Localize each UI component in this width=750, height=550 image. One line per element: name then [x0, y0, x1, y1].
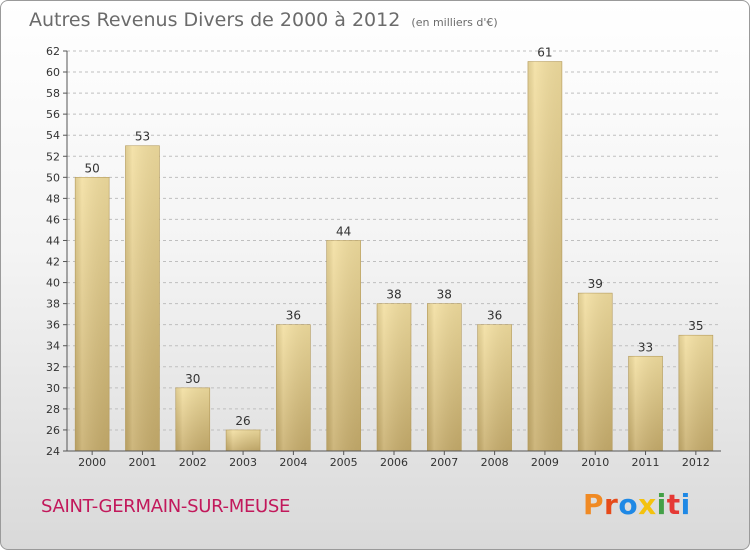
y-tick-label: 32 — [46, 361, 60, 374]
value-label-2007: 38 — [437, 288, 452, 302]
y-tick-label: 44 — [46, 234, 60, 247]
x-tick-label-2006: 2006 — [380, 456, 408, 469]
value-label-2003: 26 — [235, 414, 250, 428]
y-tick-label: 52 — [46, 150, 60, 163]
y-tick-label: 56 — [46, 108, 60, 121]
bar-shade-2002 — [175, 387, 210, 451]
y-tick-label: 48 — [46, 192, 60, 205]
logo-letter: o — [618, 488, 639, 521]
bar-shade-2001 — [125, 145, 160, 451]
value-label-2001: 53 — [135, 130, 150, 144]
bar-shade-2008 — [477, 324, 512, 451]
bar-shade-2006 — [377, 303, 411, 451]
value-label-2006: 38 — [386, 288, 401, 302]
x-tick-label-2004: 2004 — [279, 456, 307, 469]
bar-shade-2011 — [628, 356, 663, 451]
proxiti-logo[interactable]: Proxiti — [583, 488, 691, 521]
y-tick-label: 50 — [46, 171, 60, 184]
y-tick-label: 28 — [46, 403, 60, 416]
y-tick-label: 34 — [46, 340, 60, 353]
logo-letter: P — [583, 488, 605, 521]
value-label-2002: 30 — [185, 372, 200, 386]
value-label-2012: 35 — [688, 319, 703, 333]
logo-letter: r — [604, 488, 619, 521]
value-label-2004: 36 — [286, 309, 301, 323]
bar-shade-2005 — [326, 240, 361, 451]
x-tick-label-2009: 2009 — [531, 456, 559, 469]
y-tick-label: 60 — [46, 66, 60, 79]
value-label-2008: 36 — [487, 309, 502, 323]
logo-letter: i — [680, 488, 691, 521]
y-axis-ticks: 24 26 28 30 32 34 36 38 40 42 44 46 48 50 52 54 56 58 60 62 — [46, 45, 67, 458]
value-label-2010: 39 — [588, 277, 603, 291]
x-tick-label-2011: 2011 — [632, 456, 660, 469]
y-tick-label: 42 — [46, 256, 60, 269]
x-tick-label-2008: 2008 — [481, 456, 509, 469]
y-tick-label: 62 — [46, 45, 60, 58]
bar-shade-2012 — [678, 335, 713, 451]
x-tick-label-2003: 2003 — [229, 456, 257, 469]
bar-shade-2009 — [527, 61, 562, 452]
x-tick-label-2001: 2001 — [128, 456, 156, 469]
logo-letter: i — [656, 488, 667, 521]
value-label-2009: 61 — [537, 46, 552, 60]
chart-title-text: Autres Revenus Divers de 2000 à 2012 — [29, 9, 401, 31]
value-label-2000: 50 — [85, 161, 100, 175]
chart-unit-note: (en milliers d'€) — [411, 16, 498, 29]
bar-shade-2000 — [75, 177, 110, 451]
commune-name: SAINT-GERMAIN-SUR-MEUSE — [41, 496, 291, 517]
bar-shade-2007 — [427, 303, 462, 451]
x-tick-label-2012: 2012 — [682, 456, 710, 469]
y-tick-label: 38 — [46, 298, 60, 311]
value-label-2005: 44 — [336, 224, 351, 238]
y-tick-label: 54 — [46, 129, 60, 142]
y-tick-label: 36 — [46, 319, 60, 332]
x-tick-label-2010: 2010 — [581, 456, 609, 469]
logo-letter: t — [666, 488, 681, 521]
bar-shade-2010 — [578, 293, 613, 451]
x-tick-label-2002: 2002 — [179, 456, 207, 469]
y-tick-label: 40 — [46, 277, 60, 290]
y-tick-label: 30 — [46, 382, 60, 395]
y-tick-label: 46 — [46, 213, 60, 226]
x-tick-label-2000: 2000 — [78, 456, 106, 469]
x-tick-label-2005: 2005 — [330, 456, 358, 469]
value-labels: 50 53 30 26 36 44 38 38 36 61 39 33 35 — [85, 46, 704, 428]
value-label-2011: 33 — [638, 340, 653, 354]
bar-shade-2004 — [276, 324, 311, 451]
x-tick-label-2007: 2007 — [430, 456, 458, 469]
y-tick-label: 58 — [46, 87, 60, 100]
y-tick-label: 24 — [46, 445, 60, 458]
bar-shade-2003 — [226, 429, 261, 451]
bars — [74, 61, 714, 452]
x-axis-ticks: 2000 2001 2002 2003 2004 2005 2006 2007 2008 2009… — [78, 451, 710, 469]
chart-title: Autres Revenus Divers de 2000 à 2012 (en… — [29, 9, 498, 31]
y-tick-label: 26 — [46, 424, 60, 437]
logo-letter: x — [638, 488, 657, 521]
